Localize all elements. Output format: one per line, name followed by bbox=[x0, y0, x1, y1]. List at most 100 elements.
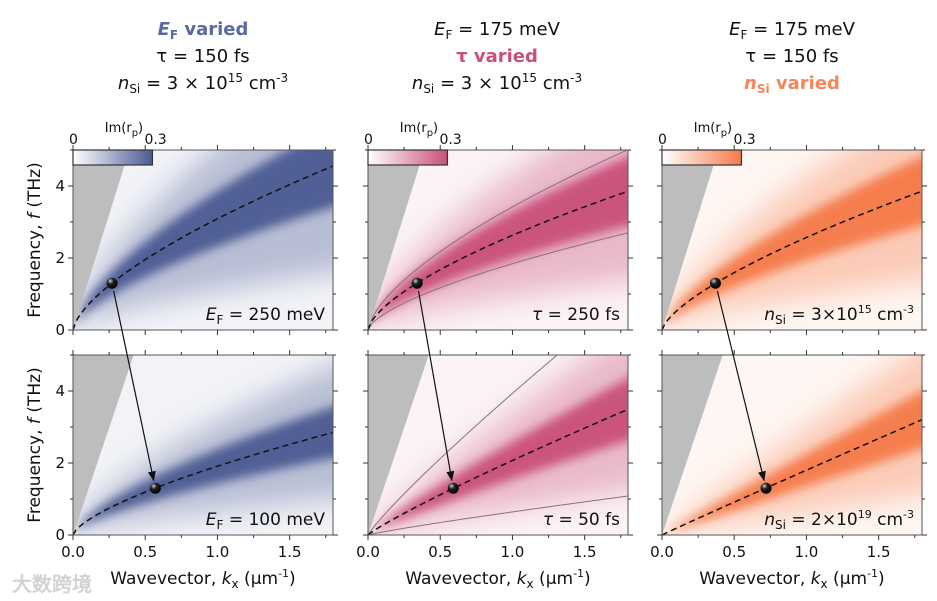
panel-0-0 bbox=[73, 150, 333, 330]
panel-frame bbox=[72, 149, 334, 331]
y-tick-label: 2 bbox=[55, 454, 65, 472]
xlabel-text: Wavevector, bbox=[699, 569, 810, 589]
light-cone bbox=[662, 355, 723, 535]
cb-label: Im(r bbox=[105, 121, 133, 136]
param-sub: F bbox=[217, 518, 224, 532]
boundary-line bbox=[368, 355, 558, 535]
transition-arrow bbox=[716, 290, 766, 482]
param-symbol: τ bbox=[543, 510, 554, 530]
param-value: = 3×10 bbox=[786, 305, 858, 325]
panel-frame bbox=[661, 354, 923, 536]
param-exp: 15 bbox=[858, 303, 872, 316]
colorbar bbox=[367, 149, 449, 166]
ef-sub: F bbox=[445, 28, 453, 42]
ylabel-var: f bbox=[25, 210, 45, 219]
operating-point bbox=[411, 277, 423, 289]
ef-sub: F bbox=[169, 28, 179, 42]
header-line-2: τ = 150 fs bbox=[745, 46, 839, 67]
panel-annotation: τ = 50 fs bbox=[543, 510, 620, 530]
colorbar-label: Im(rp) bbox=[400, 121, 438, 139]
dispersion-curve bbox=[662, 190, 922, 330]
param-value: = 250 meV bbox=[223, 305, 325, 325]
x-tick-label: 0.0 bbox=[356, 543, 380, 561]
ylabel-unit: (THz) bbox=[25, 162, 45, 213]
panel-frame bbox=[72, 354, 334, 536]
panel-annotation: nSi = 2×1019 cm-3 bbox=[764, 508, 914, 532]
param-sub: Si bbox=[775, 313, 786, 327]
param-sub: Si bbox=[775, 518, 786, 532]
ef-symbol: E bbox=[157, 19, 170, 40]
xlabel-unit: (μm bbox=[239, 569, 278, 589]
n-symbol: n bbox=[411, 73, 424, 94]
param-value: = 2×10 bbox=[786, 510, 858, 530]
xlabel-sup: -1 bbox=[573, 567, 584, 580]
param-exp: 19 bbox=[858, 508, 872, 521]
header-line-1: EF = 175 meV bbox=[347, 16, 647, 43]
boundary-line bbox=[368, 150, 628, 330]
xlabel-end: ) bbox=[289, 569, 296, 589]
header-line-1: EF varied bbox=[53, 16, 353, 43]
param-unit: cm bbox=[872, 305, 903, 325]
dispersion-curve bbox=[368, 190, 628, 330]
param-unit-exp: -3 bbox=[903, 508, 914, 521]
colorbar-max: 0.3 bbox=[733, 132, 755, 148]
header-line-2: τ varied bbox=[456, 46, 538, 67]
x-tick-label: 1.5 bbox=[278, 543, 302, 561]
n-symbol: n bbox=[744, 73, 757, 94]
x-tick-label: 0.5 bbox=[722, 543, 746, 561]
boundary-line bbox=[368, 232, 628, 330]
colorbar bbox=[661, 149, 743, 166]
ef-text: = 175 meV bbox=[452, 19, 560, 40]
operating-point bbox=[447, 482, 459, 494]
x-tick-label: 1.5 bbox=[573, 543, 597, 561]
param-symbol: n bbox=[764, 510, 775, 530]
param-value: = 50 fs bbox=[553, 510, 620, 530]
cb-sub: p bbox=[721, 128, 727, 139]
xlabel-sup: -1 bbox=[278, 567, 289, 580]
param-symbol: E bbox=[206, 305, 217, 325]
x-axis-label: Wavevector, kx (μm-1) bbox=[699, 567, 884, 591]
operating-point bbox=[760, 482, 772, 494]
header-line-1: EF = 175 meV bbox=[642, 16, 937, 43]
colorbar-min: 0 bbox=[69, 132, 78, 148]
y-tick-label: 0 bbox=[55, 321, 65, 339]
n-sub: Si bbox=[129, 82, 141, 96]
xlabel-var: k bbox=[517, 569, 528, 589]
ef-text: varied bbox=[178, 19, 249, 40]
cb-sub: p bbox=[132, 128, 138, 139]
absorption-band-core bbox=[662, 390, 922, 535]
light-cone bbox=[368, 150, 425, 330]
colorbar-max: 0.3 bbox=[439, 132, 461, 148]
x-tick-label: 0.0 bbox=[61, 543, 85, 561]
n-text: varied bbox=[769, 73, 840, 94]
absorption-band-core bbox=[73, 406, 333, 535]
cb-end: ) bbox=[727, 121, 732, 136]
x-tick-label: 1.0 bbox=[795, 543, 819, 561]
y-axis-label: Frequency, f (THz) bbox=[25, 162, 45, 317]
x-axis-label: Wavevector, kx (μm-1) bbox=[405, 567, 590, 591]
cb-end: ) bbox=[433, 121, 438, 136]
param-symbol: n bbox=[764, 305, 775, 325]
ef-text: = 175 meV bbox=[747, 19, 855, 40]
xlabel-unit: (μm bbox=[534, 569, 573, 589]
panel-1-0 bbox=[73, 355, 333, 535]
n-sub: Si bbox=[423, 82, 435, 96]
xlabel-end: ) bbox=[584, 569, 591, 589]
x-tick-label: 0.5 bbox=[428, 543, 452, 561]
y-tick-label: 4 bbox=[55, 177, 65, 195]
panel-frame bbox=[367, 149, 629, 331]
x-tick-label: 1.0 bbox=[501, 543, 525, 561]
panel-1-1 bbox=[368, 355, 628, 535]
header-col-3: EF = 175 meV τ = 150 fs nSi varied bbox=[642, 16, 937, 97]
n-unit: cm bbox=[536, 73, 571, 94]
y-tick-label: 4 bbox=[55, 382, 65, 400]
colorbar-min: 0 bbox=[364, 132, 373, 148]
colorbar bbox=[72, 149, 154, 166]
n-unit: cm bbox=[242, 73, 277, 94]
n-symbol: n bbox=[117, 73, 130, 94]
param-symbol: τ bbox=[532, 305, 543, 325]
colorbar-min: 0 bbox=[658, 132, 667, 148]
cb-end: ) bbox=[138, 121, 143, 136]
panel-annotation: EF = 250 meV bbox=[206, 305, 326, 327]
panel-annotation: EF = 100 meV bbox=[206, 510, 326, 532]
